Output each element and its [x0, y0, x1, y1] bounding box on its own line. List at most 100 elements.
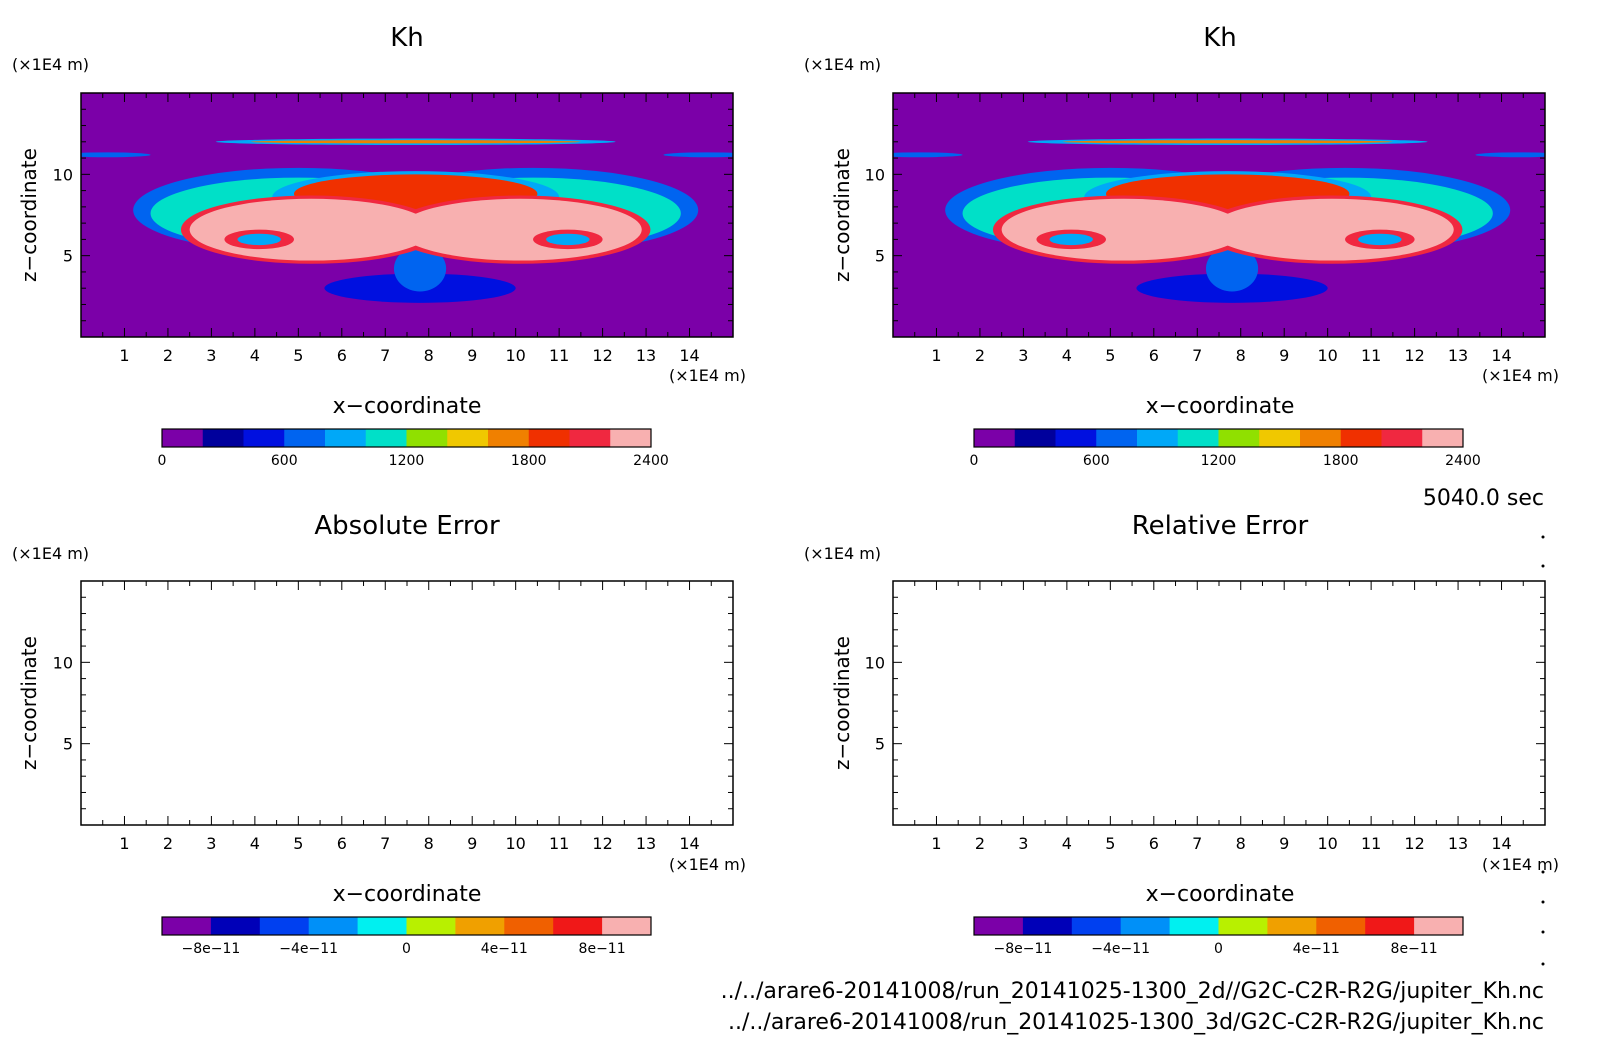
colorbar-segment — [162, 429, 204, 447]
relative-error-panel: Relative Error (×1E4 m) 1 2 3 4 5 6 7 8 9 10 11 12 1… — [804, 511, 1559, 957]
colorbar-segment — [610, 429, 652, 447]
colorbar-segment — [602, 917, 652, 935]
upper-layer-core — [250, 140, 581, 144]
x-tick-label: 9 — [467, 346, 477, 365]
x-tick-label: 6 — [337, 834, 347, 853]
x-tick-label: 7 — [380, 346, 390, 365]
x-unit-label: (×1E4 m) — [669, 366, 746, 385]
colorbar-segment — [284, 429, 326, 447]
y-unit-label: (×1E4 m) — [12, 55, 89, 74]
side-filament-left — [893, 152, 963, 158]
x-unit-label: (×1E4 m) — [1482, 855, 1559, 874]
right-vortex-core — [1358, 233, 1402, 246]
upper-layer-core — [1062, 140, 1393, 144]
x-tick-label: 8 — [424, 346, 434, 365]
colorbar-segment — [553, 917, 603, 935]
x-tick-label: 5 — [293, 834, 303, 853]
margin-dots — [1541, 535, 1545, 966]
file-path-2d: ../../arare6-20141008/run_20141025-1300_… — [721, 979, 1544, 1004]
x-tick-label: 8 — [1236, 346, 1246, 365]
colorbar-segment — [1071, 917, 1122, 935]
colorbar-segment — [259, 917, 310, 935]
colorbar-segment — [1381, 429, 1423, 447]
x-tick-label: 12 — [592, 346, 612, 365]
colorbar-segment — [1365, 917, 1415, 935]
x-tick-label: 1 — [931, 834, 941, 853]
left-vortex-body — [1001, 198, 1246, 261]
colorbar-segment — [357, 917, 407, 935]
x-tick-label: 6 — [1149, 346, 1159, 365]
x-tick-label: 14 — [679, 834, 699, 853]
y-unit-label: (×1E4 m) — [804, 55, 881, 74]
x-tick-label: 13 — [1448, 346, 1468, 365]
colorbar-segment — [1259, 429, 1301, 447]
x-tick-label: 10 — [505, 346, 525, 365]
x-unit-label: (×1E4 m) — [669, 855, 746, 874]
colorbar-segment — [1267, 917, 1317, 935]
side-filament-right — [663, 152, 733, 158]
plot-frame — [80, 580, 734, 826]
x-tick-label: 2 — [163, 346, 173, 365]
y-unit-label: (×1E4 m) — [804, 544, 881, 563]
x-axis-label: x−coordinate — [333, 882, 482, 907]
y-tick-label: 10 — [53, 653, 73, 672]
panel-title: Relative Error — [1132, 511, 1309, 541]
y-tick-label: 5 — [63, 247, 73, 266]
colorbar-segment — [365, 429, 407, 447]
x-tick-label: 11 — [549, 834, 569, 853]
x-tick-label: 13 — [636, 834, 656, 853]
colorbar-tick-label: 600 — [271, 453, 298, 469]
x-tick-label: 6 — [1149, 834, 1159, 853]
colorbar-segment — [1014, 429, 1056, 447]
colorbar-segment — [202, 429, 244, 447]
y-unit-label: (×1E4 m) — [12, 544, 89, 563]
colorbar-segment — [569, 429, 611, 447]
colorbar-tick-label: 0 — [158, 453, 167, 469]
absolute-error-panel: Absolute Error (×1E4 m) 1 2 3 4 5 6 7 8 9 10 11 12 1… — [12, 511, 746, 957]
x-tick-label: 14 — [679, 346, 699, 365]
colorbar-segment — [1414, 917, 1464, 935]
colorbar-segment — [1316, 917, 1366, 935]
x-tick-label: 12 — [592, 834, 612, 853]
colorbar-tick-label: 1200 — [389, 453, 425, 469]
plot-frame — [892, 580, 1546, 826]
y-tick-label: 5 — [875, 247, 885, 266]
colorbar-frame — [973, 428, 1464, 448]
kh-field — [81, 93, 733, 337]
x-tick-label: 9 — [1279, 346, 1289, 365]
colorbar: 0 600 1200 1800 2400 — [158, 428, 669, 469]
x-tick-label: 1 — [119, 346, 129, 365]
left-vortex-core — [237, 233, 281, 246]
x-tick-label: 3 — [206, 834, 216, 853]
y-axis-label: z−coordinate — [17, 148, 41, 282]
colorbar: −8e−11 −4e−11 0 4e−11 8e−11 — [161, 916, 652, 957]
x-tick-label: 14 — [1491, 346, 1511, 365]
x-tick-label: 2 — [975, 834, 985, 853]
colorbar-tick-label: 4e−11 — [1293, 941, 1340, 957]
colorbar-tick-label: 4e−11 — [481, 941, 528, 957]
x-tick-label: 5 — [1105, 346, 1115, 365]
x-axis-label: x−coordinate — [1146, 882, 1295, 907]
colorbar-tick-label: 2400 — [1445, 453, 1481, 469]
colorbar-tick-label: 1800 — [511, 453, 547, 469]
x-tick-label: 13 — [636, 346, 656, 365]
y-axis-label: z−coordinate — [830, 148, 854, 282]
colorbar: −8e−11 −4e−11 0 4e−11 8e−11 — [973, 916, 1464, 957]
kh-field — [893, 93, 1545, 337]
x-tick-label: 4 — [1062, 346, 1072, 365]
colorbar-segment — [162, 917, 212, 935]
colorbar-segment — [406, 917, 456, 935]
x-tick-label: 1 — [119, 834, 129, 853]
panel-title: Kh — [1203, 23, 1237, 53]
x-tick-label: 12 — [1404, 834, 1424, 853]
y-axis-label: z−coordinate — [17, 636, 41, 770]
colorbar-frame — [973, 916, 1464, 936]
colorbar-segment — [447, 429, 489, 447]
colorbar-segment — [406, 429, 448, 447]
x-tick-label: 7 — [1192, 346, 1202, 365]
x-tick-label: 1 — [931, 346, 941, 365]
colorbar-segment — [1300, 429, 1342, 447]
colorbar-segment — [528, 429, 570, 447]
